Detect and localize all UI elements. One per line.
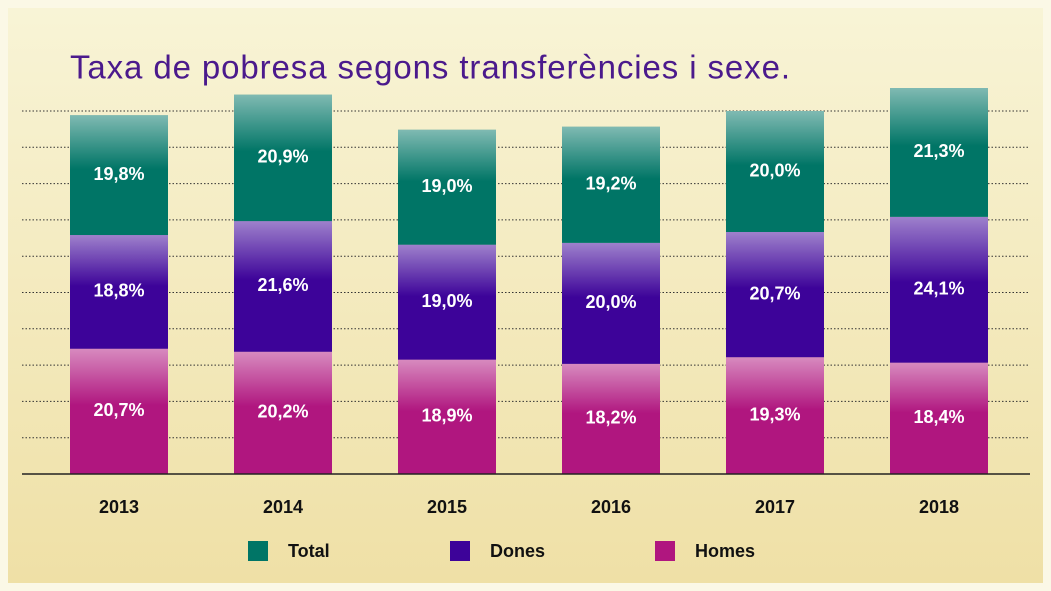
x-tick-label: 2015 (427, 497, 467, 517)
bar-shine (398, 244, 496, 360)
value-label: 24,1% (913, 279, 964, 299)
value-label: 19,3% (749, 404, 800, 424)
value-label: 20,0% (585, 292, 636, 312)
x-tick-label: 2014 (263, 497, 303, 517)
value-label: 20,0% (749, 160, 800, 180)
bar-shine (562, 363, 660, 474)
bar-shine (890, 216, 988, 363)
bar-shine (890, 362, 988, 474)
bar-shine (70, 115, 168, 236)
legend-swatch (655, 541, 675, 561)
bar-shine (726, 232, 824, 358)
bar-shine (234, 221, 332, 352)
bar-shine (890, 88, 988, 217)
value-label: 19,8% (93, 164, 144, 184)
legend-label: Dones (490, 541, 545, 561)
legend-swatch (450, 541, 470, 561)
x-tick-label: 2016 (591, 497, 631, 517)
value-label: 20,9% (257, 147, 308, 167)
value-label: 18,9% (421, 406, 472, 426)
value-label: 18,2% (585, 408, 636, 428)
legend-swatch (248, 541, 268, 561)
bar-shine (398, 359, 496, 474)
legend-label: Total (288, 541, 330, 561)
bar-shine (234, 351, 332, 474)
value-label: 20,7% (93, 400, 144, 420)
x-tick-label: 2013 (99, 497, 139, 517)
bar-shine (562, 126, 660, 243)
bar-shine (398, 129, 496, 245)
value-label: 19,2% (585, 174, 636, 194)
bar-shine (726, 357, 824, 474)
value-label: 19,0% (421, 176, 472, 196)
legend-label: Homes (695, 541, 755, 561)
bar-shine (70, 348, 168, 474)
value-label: 18,4% (913, 407, 964, 427)
bar-shine (726, 111, 824, 232)
bar-shine (70, 235, 168, 349)
chart-title: Taxa de pobresa segons transferències i … (70, 49, 790, 86)
value-label: 21,6% (257, 275, 308, 295)
value-label: 20,7% (749, 283, 800, 303)
panel (8, 8, 1043, 583)
value-label: 19,0% (421, 291, 472, 311)
bar-shine (562, 242, 660, 364)
value-label: 21,3% (913, 141, 964, 161)
value-label: 18,8% (93, 281, 144, 301)
x-tick-label: 2018 (919, 497, 959, 517)
bar-shine (234, 94, 332, 222)
value-label: 20,2% (257, 402, 308, 422)
x-tick-label: 2017 (755, 497, 795, 517)
